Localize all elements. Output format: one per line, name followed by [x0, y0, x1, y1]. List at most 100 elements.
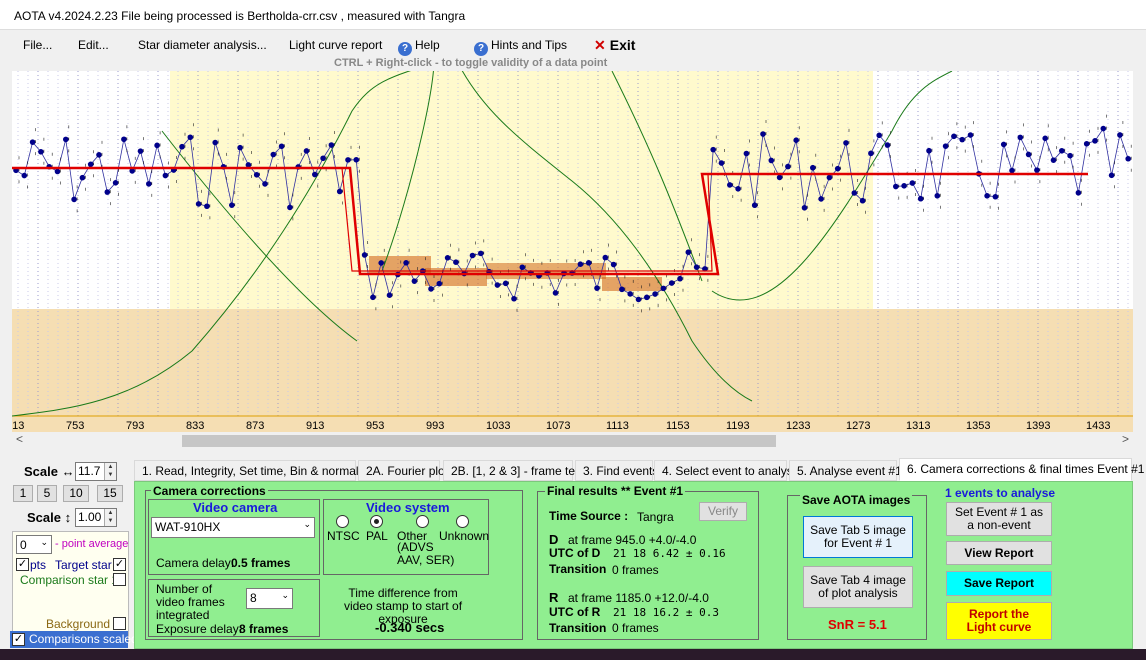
data-point[interactable]: [785, 163, 791, 170]
data-point[interactable]: [1042, 135, 1048, 142]
save-tab4-button[interactable]: Save Tab 4 image of plot analysis: [803, 566, 913, 608]
data-point[interactable]: [129, 168, 135, 174]
data-point[interactable]: [909, 180, 916, 186]
data-point[interactable]: [677, 275, 683, 282]
data-point[interactable]: [29, 139, 36, 145]
data-point[interactable]: [577, 261, 584, 268]
pts-checkbox[interactable]: ✓: [16, 558, 29, 571]
data-point[interactable]: [154, 142, 160, 149]
data-point[interactable]: [353, 156, 360, 163]
background-checkbox[interactable]: [113, 617, 126, 630]
data-point[interactable]: [967, 132, 974, 138]
tab-fourier[interactable]: 2A. Fourier plot: [358, 460, 448, 481]
data-point[interactable]: [361, 252, 368, 258]
data-point[interactable]: [951, 133, 957, 140]
data-point[interactable]: [727, 182, 733, 188]
data-point[interactable]: [121, 136, 127, 143]
data-point[interactable]: [378, 260, 385, 266]
data-point[interactable]: [96, 152, 102, 158]
data-point[interactable]: [1092, 138, 1098, 144]
data-point[interactable]: [229, 202, 235, 208]
data-point[interactable]: [668, 280, 675, 286]
tab-analyse-event[interactable]: 5. Analyse event #1: [789, 460, 902, 481]
scale-h-spinner[interactable]: 11.7 ▲ ▼: [75, 462, 117, 481]
plot-hscrollbar[interactable]: < >: [12, 432, 1133, 449]
zoom-1-button[interactable]: 1: [13, 485, 33, 502]
comparisons-scaled-row[interactable]: ✓ Comparisons scaled: [10, 631, 138, 648]
data-point[interactable]: [195, 201, 202, 207]
data-point[interactable]: [212, 139, 218, 146]
menu-help[interactable]: ? Help: [398, 38, 440, 56]
data-point[interactable]: [1075, 189, 1082, 196]
data-point[interactable]: [926, 147, 932, 154]
zoom-10-button[interactable]: 10: [63, 485, 89, 502]
data-point[interactable]: [303, 148, 310, 154]
data-point[interactable]: [751, 202, 758, 209]
data-point[interactable]: [162, 172, 169, 179]
data-point[interactable]: [710, 146, 716, 153]
data-point[interactable]: [693, 264, 700, 270]
data-point[interactable]: [511, 295, 517, 302]
data-point[interactable]: [984, 193, 990, 199]
data-point[interactable]: [287, 204, 293, 211]
light-curve-svg[interactable]: 713 753 793 833 873 913 953 993 1033 1073 1113 1153…: [12, 71, 1133, 432]
data-point[interactable]: [834, 165, 841, 172]
data-point[interactable]: [79, 174, 86, 181]
data-point[interactable]: [270, 151, 277, 158]
data-point[interactable]: [1059, 147, 1065, 154]
data-point[interactable]: [635, 296, 642, 303]
tab-read-integrity[interactable]: 1. Read, Integrity, Set time, Bin & norm…: [134, 460, 374, 481]
data-point[interactable]: [444, 255, 451, 261]
camera-select[interactable]: WAT-910HX ⌄: [151, 517, 315, 538]
data-point[interactable]: [1034, 167, 1040, 173]
data-point[interactable]: [38, 148, 44, 155]
data-point[interactable]: [660, 285, 667, 292]
data-point[interactable]: [818, 196, 824, 202]
data-point[interactable]: [63, 136, 69, 143]
data-point[interactable]: [370, 294, 376, 301]
point-average-select[interactable]: 0 ⌄: [16, 535, 52, 554]
tab-select-event[interactable]: 4. Select event to analyse: [654, 460, 799, 481]
data-point[interactable]: [851, 190, 858, 196]
data-point[interactable]: [502, 280, 509, 287]
data-point[interactable]: [826, 174, 833, 181]
spinner-arrows-icon[interactable]: ▲ ▼: [104, 509, 116, 526]
data-point[interactable]: [345, 157, 351, 163]
data-point[interactable]: [278, 143, 285, 150]
data-point[interactable]: [253, 171, 260, 178]
zoom-15-button[interactable]: 15: [97, 485, 123, 502]
data-point[interactable]: [1017, 134, 1024, 141]
data-point[interactable]: [320, 155, 326, 162]
zoom-5-button[interactable]: 5: [37, 485, 57, 502]
data-point[interactable]: [760, 131, 766, 137]
data-point[interactable]: [386, 292, 393, 299]
data-point[interactable]: [112, 180, 119, 186]
data-point[interactable]: [54, 168, 61, 175]
data-point[interactable]: [743, 150, 750, 157]
data-point[interactable]: [469, 252, 476, 259]
data-point[interactable]: [1108, 172, 1115, 179]
data-point[interactable]: [768, 157, 775, 164]
data-point[interactable]: [652, 291, 658, 297]
data-point[interactable]: [992, 193, 999, 200]
data-point[interactable]: [245, 162, 252, 168]
spinner-arrows-icon[interactable]: ▲ ▼: [104, 463, 116, 480]
menu-edit[interactable]: Edit...: [78, 38, 109, 52]
data-point[interactable]: [494, 282, 501, 288]
data-point[interactable]: [552, 290, 559, 296]
data-point[interactable]: [810, 164, 816, 171]
data-point[interactable]: [735, 185, 741, 192]
frames-integrated-select[interactable]: 8 ⌄: [246, 588, 293, 609]
data-point[interactable]: [1067, 152, 1073, 159]
menu-exit[interactable]: ✕ Exit: [594, 37, 635, 54]
data-point[interactable]: [627, 291, 633, 297]
data-point[interactable]: [801, 204, 808, 211]
data-point[interactable]: [1117, 132, 1123, 138]
data-point[interactable]: [934, 192, 941, 199]
data-point[interactable]: [644, 294, 650, 301]
data-point[interactable]: [262, 181, 268, 187]
data-point[interactable]: [619, 286, 625, 293]
data-point[interactable]: [1125, 155, 1131, 162]
menu-light-curve-report[interactable]: Light curve report: [289, 38, 383, 52]
data-point[interactable]: [917, 195, 924, 202]
